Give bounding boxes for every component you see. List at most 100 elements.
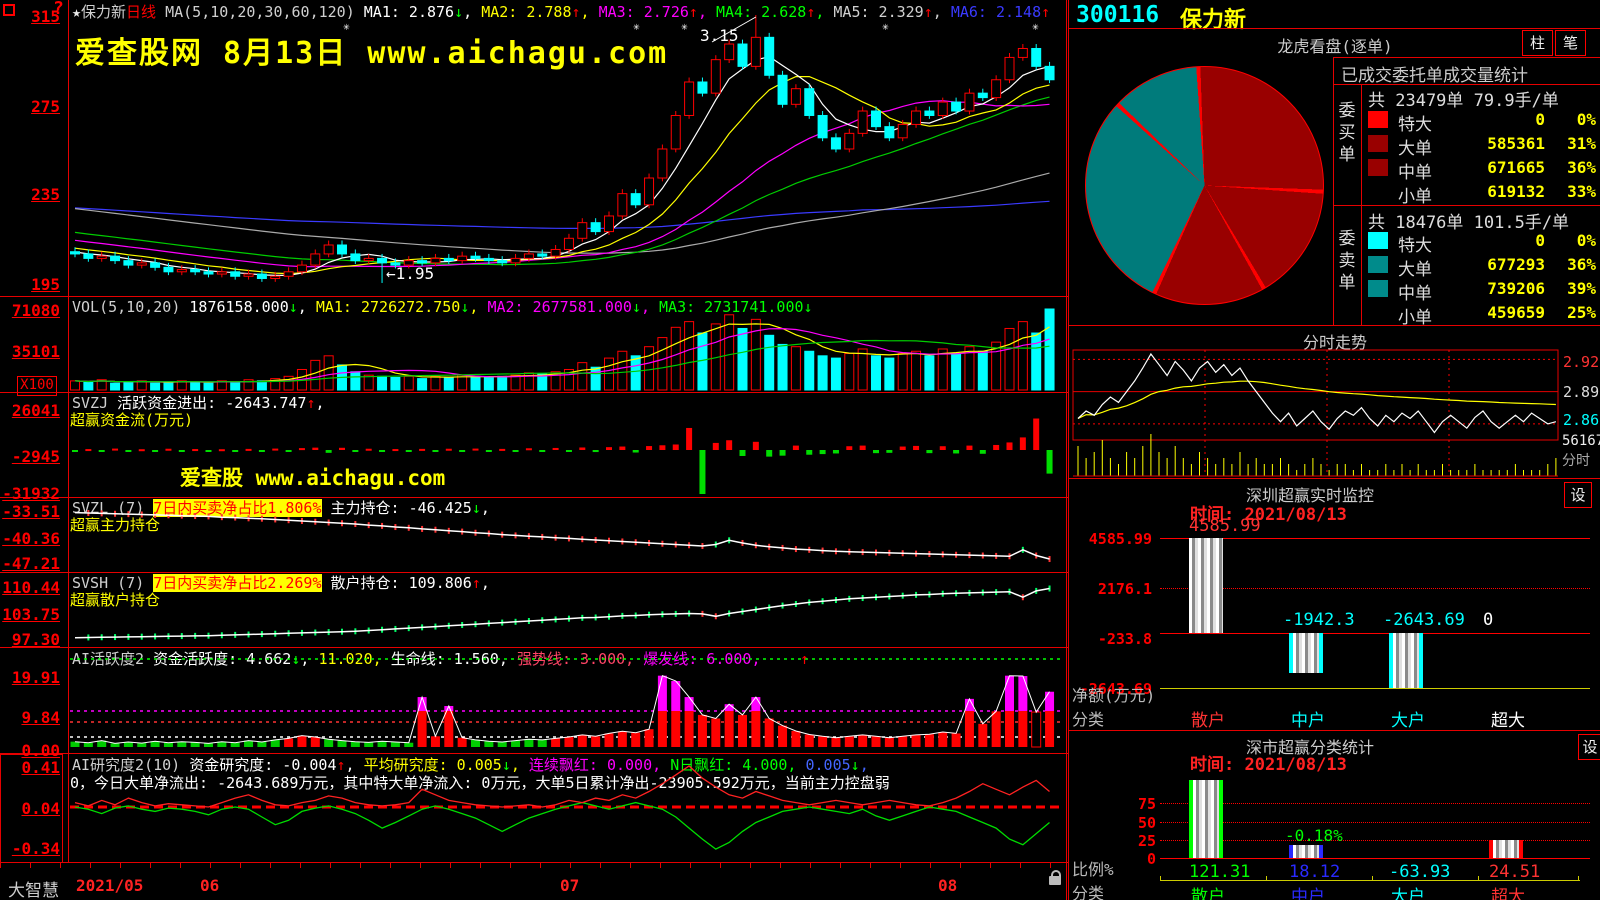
- order-row-name: 小单: [1398, 187, 1432, 207]
- sz2-ratio-label: 比例%: [1072, 860, 1114, 879]
- header-segment: ,: [697, 3, 716, 21]
- order-row-value: 0: [1535, 231, 1545, 250]
- sz2-bracket-tick: [1578, 876, 1579, 881]
- header-segment: ↑: [1041, 3, 1051, 21]
- order-row-value: 739206: [1487, 279, 1545, 298]
- order-row-pct: 39%: [1567, 279, 1596, 298]
- sz2-y-label: 50: [1137, 814, 1156, 832]
- sz2-pct-label: -0.18%: [1285, 826, 1343, 845]
- sz2-bracket-line: [1160, 880, 1580, 881]
- y-axis-label-svzj: -31932: [2, 484, 60, 503]
- sz2-value-label: -63.93: [1389, 862, 1451, 882]
- svzj-subtitle: 超赢资金流(万元): [70, 411, 194, 429]
- x-axis-date: 2021/05: [76, 876, 144, 895]
- sz2-bar: [1489, 840, 1523, 858]
- order-row-value: 0: [1535, 110, 1545, 129]
- header-segment: 1876158.000: [189, 298, 289, 316]
- sz1-bar: [1289, 633, 1323, 673]
- order-row-swatch: [1368, 111, 1388, 128]
- sz-stats-settings-button[interactable]: 设: [1578, 734, 1600, 760]
- header-segment: ↓: [460, 298, 470, 316]
- ai-research-summary: 0，今日大单净流出: -2643.689万元，其中特大单净流入: 0万元，大单5…: [70, 774, 890, 792]
- y-axis-label-ai1: 9.84: [21, 708, 60, 727]
- sz2-value-label: 24.51: [1489, 862, 1541, 882]
- order-row-value: 459659: [1487, 303, 1545, 322]
- svzl-header: SVZL (7) 7日内买卖净占比1.806% 主力持仓: -46.425↓,: [72, 499, 490, 517]
- header-segment: ↑: [471, 574, 481, 592]
- column-mode-button[interactable]: 柱: [1522, 30, 1553, 56]
- header-segment: MA1: 2726272.750: [315, 298, 461, 316]
- order-table-title: 已成交委托单成交量统计: [1341, 66, 1528, 86]
- header-segment: ★: [72, 3, 82, 21]
- header-segment: 活跃资金进出: -2643.747: [117, 394, 307, 412]
- header-segment: ,: [580, 3, 599, 21]
- sz1-gridline-top: [1160, 538, 1590, 539]
- y-axis-label-ai1: 0.00: [21, 741, 60, 760]
- header-segment: ,: [315, 394, 325, 412]
- y-axis-label-svsh: 103.75: [2, 605, 60, 624]
- header-segment: ↓: [850, 756, 860, 774]
- intraday-tag-label: 分时: [1562, 453, 1590, 469]
- sz1-bar-value: 0: [1483, 610, 1494, 630]
- order-summary-buy: 共 23479单 79.9手/单: [1368, 91, 1559, 111]
- header-segment: 散户持仓: 109.806: [321, 574, 472, 592]
- header-segment: ,: [345, 756, 364, 774]
- sparkle-mark: ✳: [1032, 20, 1039, 33]
- y-axis-label-ai2: -0.34: [11, 839, 60, 858]
- header-segment: ,: [815, 3, 834, 21]
- help-mark[interactable]: ?: [53, 0, 64, 19]
- y-axis-label-svsh: 110.44: [2, 578, 60, 597]
- header-segment: MA3: 2731741.000: [659, 298, 804, 316]
- x-axis-ticks: [0, 863, 1068, 868]
- volume-chart: [70, 308, 1055, 391]
- sz1-category-label: 中户: [1291, 711, 1325, 731]
- svzl-subtitle: 超赢主力持仓: [70, 516, 161, 534]
- order-row-value: 585361: [1487, 134, 1545, 153]
- lock-icon: [1049, 876, 1061, 885]
- sz2-category-label: 中户: [1291, 887, 1325, 900]
- sz2-bracket-tick: [1266, 876, 1267, 881]
- header-segment: 0.005: [805, 756, 851, 774]
- header-segment: 平均研究度: 0.005: [363, 756, 502, 774]
- sz1-y-label: -233.8: [1097, 630, 1152, 648]
- main-chart-header: ★保力新日线 MA(5,10,20,30,60,120) MA1: 2.876↓…: [72, 3, 1050, 21]
- order-row-swatch: [1368, 232, 1388, 249]
- header-segment: 7日内买卖净占比1.806%: [153, 499, 322, 517]
- sz2-value-label: 121.31: [1189, 862, 1251, 882]
- sz2-bracket-tick: [1160, 876, 1161, 881]
- y-axis-label-main: 315: [31, 7, 60, 26]
- vol-header: VOL(5,10,20) 1876158.000↓, MA1: 2726272.…: [72, 298, 813, 316]
- x-axis-date: 06: [200, 876, 220, 895]
- vol-unit-box: X100: [17, 376, 57, 396]
- sz1-bar-value: 4585.99: [1189, 516, 1261, 536]
- sz-monitor-settings-button[interactable]: 设: [1564, 482, 1592, 508]
- sz-stats-title: 深市超赢分类统计: [1245, 738, 1374, 757]
- sz2-value-label: 18.12: [1289, 862, 1341, 882]
- ai-research-chart: [70, 765, 1060, 850]
- header-segment: ↑: [923, 3, 933, 21]
- lock-icon-shackle: [1051, 870, 1061, 878]
- header-segment: ,: [463, 3, 482, 21]
- sz1-bar: [1389, 633, 1423, 688]
- y-axis-label-ai2: 0.41: [21, 758, 60, 777]
- y-axis-label-main: 275: [31, 97, 60, 116]
- order-row-pct: 0%: [1576, 231, 1596, 250]
- sz1-y-label: 4585.99: [1088, 530, 1152, 548]
- pen-mode-button[interactable]: 笔: [1555, 30, 1586, 56]
- stock-name: 保力新: [1180, 8, 1247, 33]
- sz2-bracket-tick: [1478, 876, 1479, 881]
- order-row-swatch: [1368, 159, 1388, 176]
- sz2-category-label: 散户: [1191, 887, 1225, 900]
- sz1-y-label: -2643.69: [1079, 680, 1152, 698]
- sz2-zero-line: [1160, 858, 1590, 859]
- y-axis-label-ai1: 19.91: [11, 668, 60, 687]
- header-segment: AI活跃度2: [72, 650, 154, 668]
- header-segment: ↑: [306, 394, 316, 412]
- header-segment: 7日内买卖净占比2.269%: [153, 574, 322, 592]
- order-row-name: 大单: [1398, 139, 1432, 159]
- header-segment: ,: [480, 574, 490, 592]
- order-row-swatch: [1368, 135, 1388, 152]
- stock-code: 300116: [1076, 2, 1160, 28]
- header-segment: ↑: [806, 3, 816, 21]
- header-segment: 资金活跃度: 4.662: [153, 650, 292, 668]
